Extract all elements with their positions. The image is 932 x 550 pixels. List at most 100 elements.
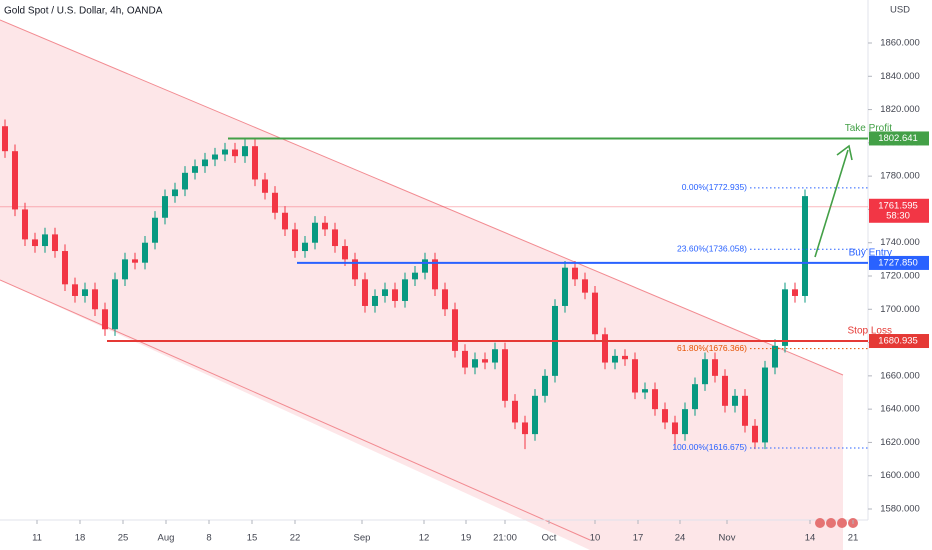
countdown: 58:30 — [886, 210, 910, 221]
x-tick-label: Oct — [542, 533, 557, 544]
candle-body — [722, 375, 728, 406]
candle-body — [122, 259, 128, 280]
candle-body — [682, 409, 688, 435]
candle-body — [292, 229, 298, 252]
candle-body — [262, 179, 268, 193]
candle-body — [232, 149, 238, 157]
y-tick-label: 1660.000 — [880, 370, 920, 381]
candle-body — [72, 284, 78, 296]
x-tick-label: 22 — [290, 533, 301, 544]
candle-body — [562, 267, 568, 306]
x-tick-label: 25 — [118, 533, 129, 544]
x-tick-label: 24 — [675, 533, 686, 544]
candle-body — [772, 345, 778, 368]
level-price: 1727.850 — [878, 257, 918, 268]
candle-body — [792, 289, 798, 296]
fib-label: 0.00%(1772.935) — [682, 182, 747, 192]
candle-body — [512, 400, 518, 423]
candle-body — [402, 279, 408, 301]
candle-body — [102, 309, 108, 330]
x-tick-label: Sep — [354, 533, 371, 544]
candle-body — [62, 251, 68, 285]
x-tick-label: 11 — [32, 533, 42, 544]
level-box — [869, 334, 929, 349]
current-price: 1761.595 — [878, 200, 918, 211]
candle-body — [752, 425, 758, 443]
y-tick-label: 1840.000 — [880, 71, 920, 82]
y-tick-label: 1620.000 — [880, 437, 920, 448]
candle-body — [582, 279, 588, 293]
candle-body — [482, 359, 488, 363]
candle-body — [532, 395, 538, 435]
candle-body — [662, 409, 668, 423]
x-tick-label: 17 — [633, 533, 644, 544]
candle-body — [592, 292, 598, 335]
candle-body — [82, 289, 88, 296]
x-tick-label: Aug — [158, 533, 175, 544]
candle-body — [52, 234, 58, 252]
candle-body — [732, 395, 738, 406]
candle-body — [642, 389, 648, 393]
x-tick-label: 19 — [461, 533, 472, 544]
candle-body — [112, 279, 118, 330]
channel — [0, 20, 843, 550]
candle-body — [472, 359, 478, 368]
candle-body — [352, 259, 358, 280]
y-tick-label: 1600.000 — [880, 470, 920, 481]
candle-body — [22, 209, 28, 240]
candle-body — [2, 126, 8, 152]
candle-body — [322, 222, 328, 230]
candle-body — [782, 289, 788, 346]
candle-body — [762, 367, 768, 443]
candle-body — [802, 196, 808, 296]
candle-body — [302, 242, 308, 252]
candle-body — [462, 350, 468, 368]
channel-lower — [0, 279, 591, 541]
y-tick-label: 1780.000 — [880, 171, 920, 182]
candle-body — [152, 217, 158, 243]
y-tick-label: 1640.000 — [880, 404, 920, 415]
y-tick-label: 1860.000 — [880, 38, 920, 49]
level-box — [869, 131, 929, 146]
level-name: Stop Loss — [848, 326, 892, 337]
y-tick-label: 1580.000 — [880, 504, 920, 515]
x-tick-label: 18 — [75, 533, 86, 544]
x-tick-label: 21:00 — [493, 533, 517, 544]
candle-body — [652, 389, 658, 410]
level-name: Buy Entry — [849, 248, 892, 259]
currency: USD — [890, 5, 910, 16]
y-tick-label: 1740.000 — [880, 237, 920, 248]
candle-body — [12, 151, 18, 210]
x-tick-label: 15 — [247, 533, 258, 544]
candle-body — [702, 359, 708, 385]
fib-label: 61.80%(1676.366) — [677, 343, 747, 353]
candle-body — [362, 279, 368, 306]
x-tick-label: 21 — [848, 533, 859, 544]
current-price-box — [869, 198, 929, 223]
fib-label: 23.60%(1736.058) — [677, 244, 747, 254]
candle-body — [142, 242, 148, 263]
candle-body — [372, 295, 378, 306]
y-tick-label: 1700.000 — [880, 304, 920, 315]
flags — [815, 518, 858, 528]
candle-body — [312, 222, 318, 243]
candle-body — [252, 146, 258, 180]
candle-body — [442, 289, 448, 310]
x-tick-label: 10 — [590, 533, 601, 544]
x-tick-label: Nov — [719, 533, 736, 544]
candle-body — [692, 384, 698, 410]
y-tick-label: 1820.000 — [880, 104, 920, 115]
candle-body — [92, 289, 98, 310]
candle-body — [392, 289, 398, 301]
fib-label: 100.00%(1616.675) — [672, 442, 747, 452]
x-tick-label: 14 — [805, 533, 816, 544]
x-tick-label: 8 — [206, 533, 211, 544]
x-tick-label: 12 — [419, 533, 430, 544]
candle-body — [452, 309, 458, 351]
candle-body — [432, 259, 438, 290]
level-price: 1802.641 — [878, 133, 918, 144]
candle-body — [222, 149, 228, 155]
candle-body — [502, 349, 508, 401]
level-price: 1680.935 — [878, 336, 918, 347]
